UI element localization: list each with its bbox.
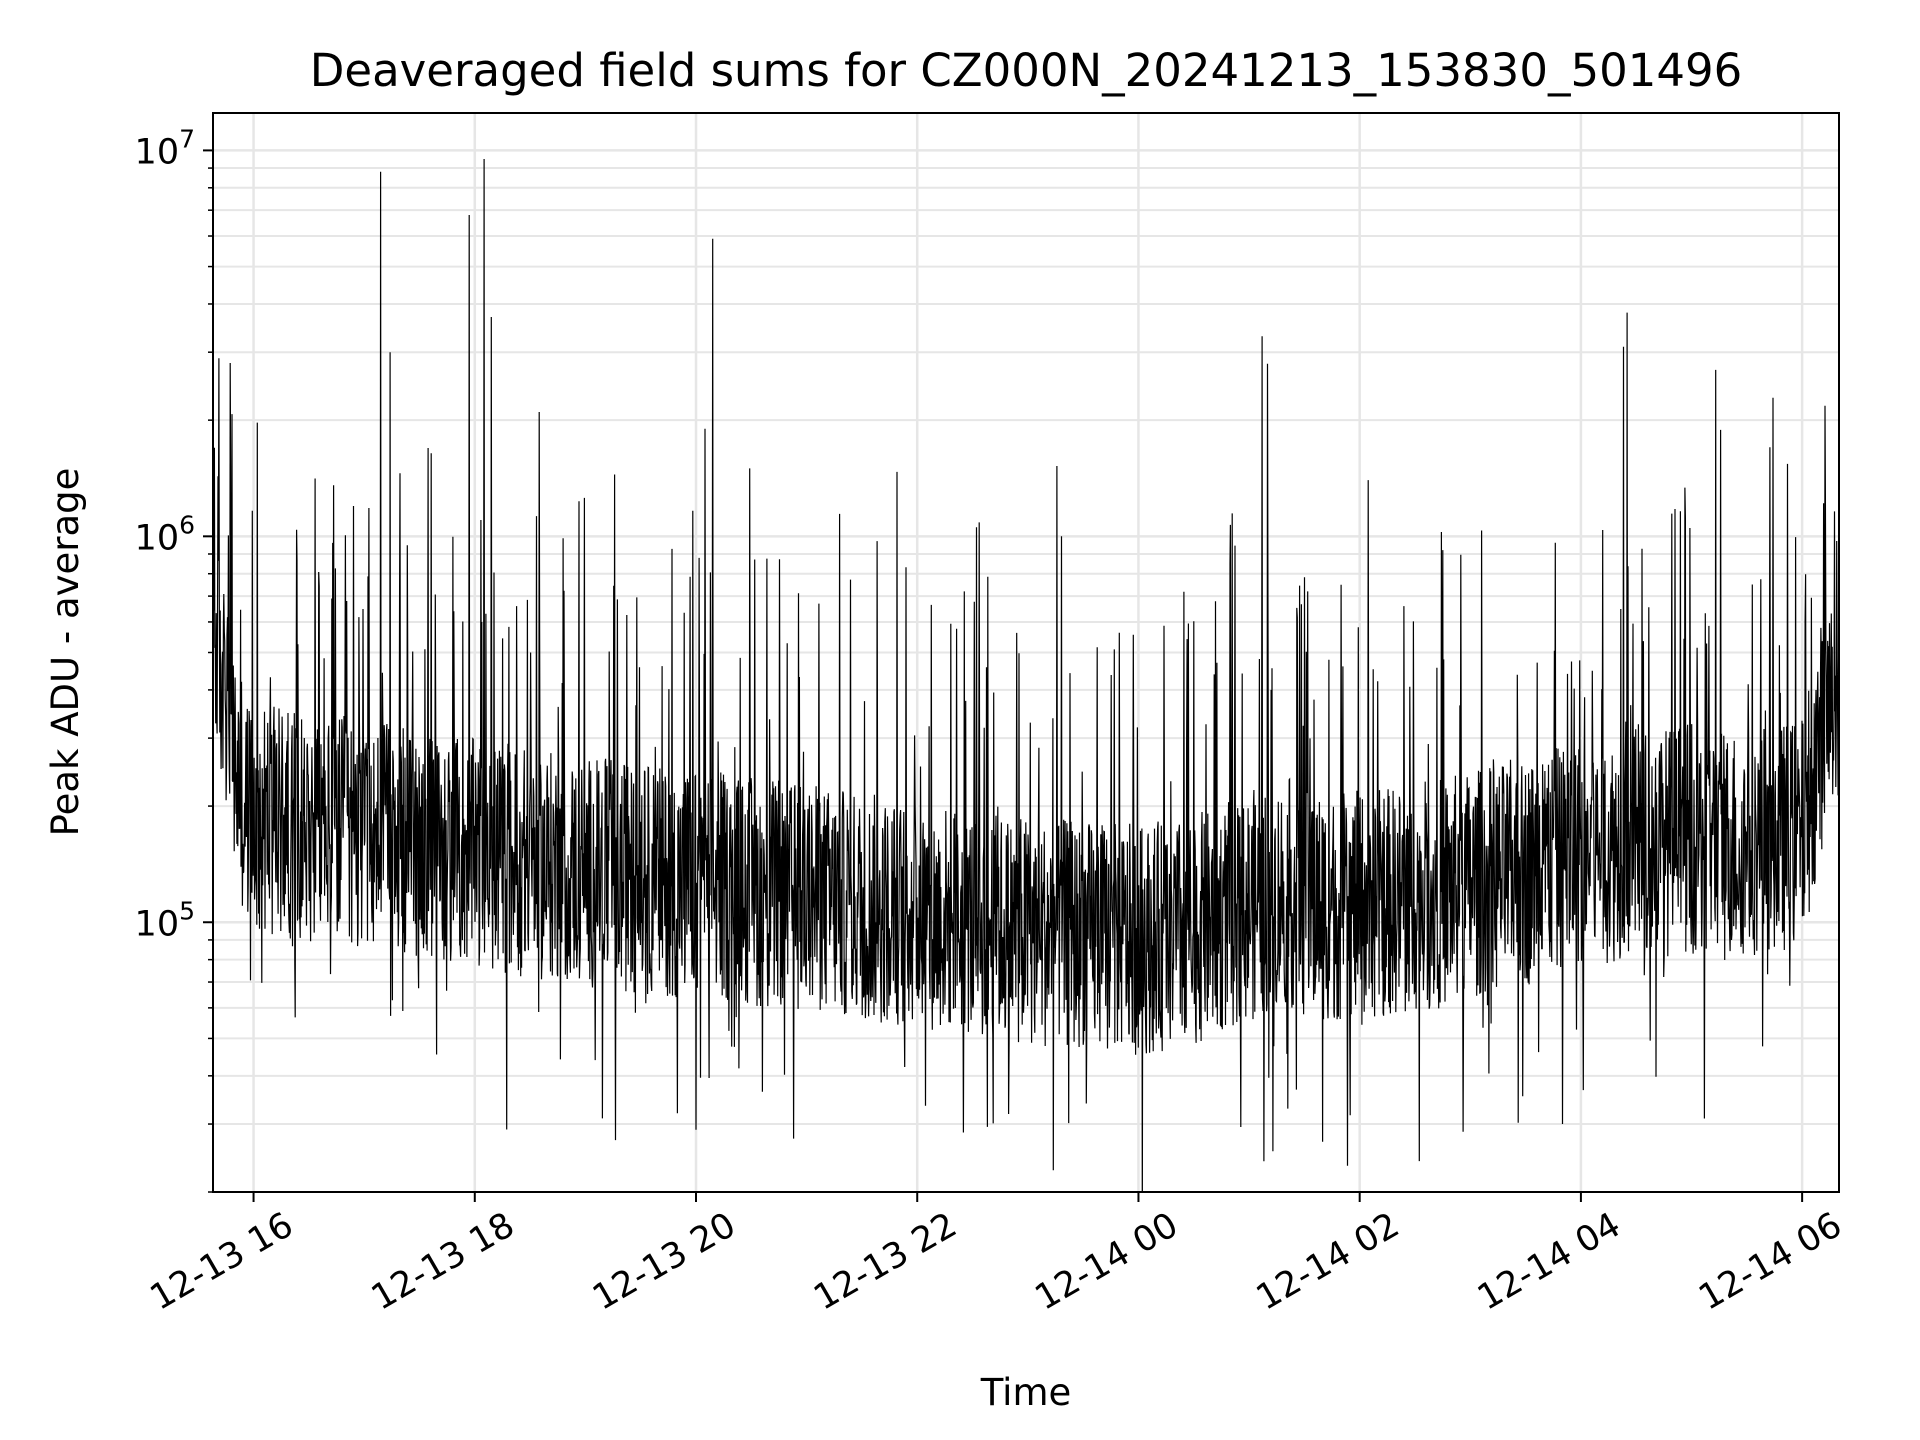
y-tick-label: 106 [135, 510, 195, 558]
y-tick-exponent: 5 [179, 896, 195, 925]
y-tick-label: 107 [135, 124, 195, 172]
y-tick-base: 10 [135, 904, 180, 944]
data-series [213, 158, 1839, 1192]
x-axis-label: Time [980, 1371, 1072, 1414]
y-axis-label: Peak ADU - average [44, 468, 87, 837]
y-tick-exponent: 6 [179, 510, 195, 539]
y-tick-base: 10 [135, 132, 180, 172]
y-tick-label: 105 [135, 896, 195, 944]
y-tick-exponent: 7 [179, 124, 195, 153]
y-tick-base: 10 [135, 518, 180, 558]
chart-title: Deaveraged field sums for CZ000N_2024121… [310, 44, 1742, 97]
series-line [213, 158, 1839, 1192]
